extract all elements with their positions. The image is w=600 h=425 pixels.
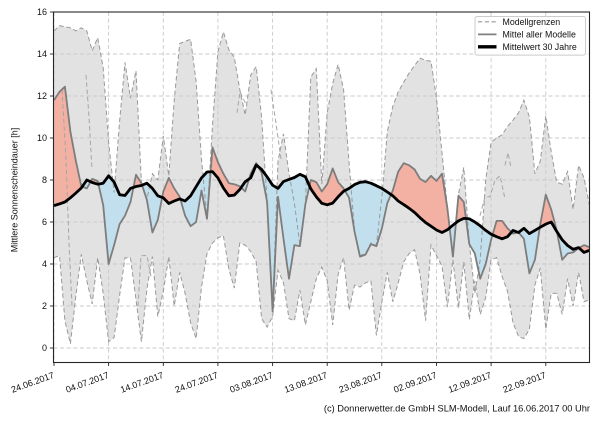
svg-text:12: 12	[37, 91, 47, 101]
svg-text:16: 16	[37, 7, 47, 17]
svg-text:14: 14	[37, 49, 47, 59]
svg-text:Mittlere Sonnenscheindauer [h]: Mittlere Sonnenscheindauer [h]	[10, 128, 20, 253]
svg-text:8: 8	[42, 175, 47, 185]
svg-text:0: 0	[42, 343, 47, 353]
svg-text:4: 4	[42, 259, 47, 269]
svg-text:Mittelwert 30 Jahre: Mittelwert 30 Jahre	[503, 42, 577, 52]
svg-text:10: 10	[37, 133, 47, 143]
svg-text:(c) Donnerwetter.de GmbH SLM-M: (c) Donnerwetter.de GmbH SLM-Modell, Lau…	[324, 404, 590, 414]
svg-text:6: 6	[42, 217, 47, 227]
svg-text:Mittel aller Modelle: Mittel aller Modelle	[503, 29, 576, 39]
svg-text:2: 2	[42, 301, 47, 311]
svg-text:Modellgrenzen: Modellgrenzen	[503, 17, 561, 27]
